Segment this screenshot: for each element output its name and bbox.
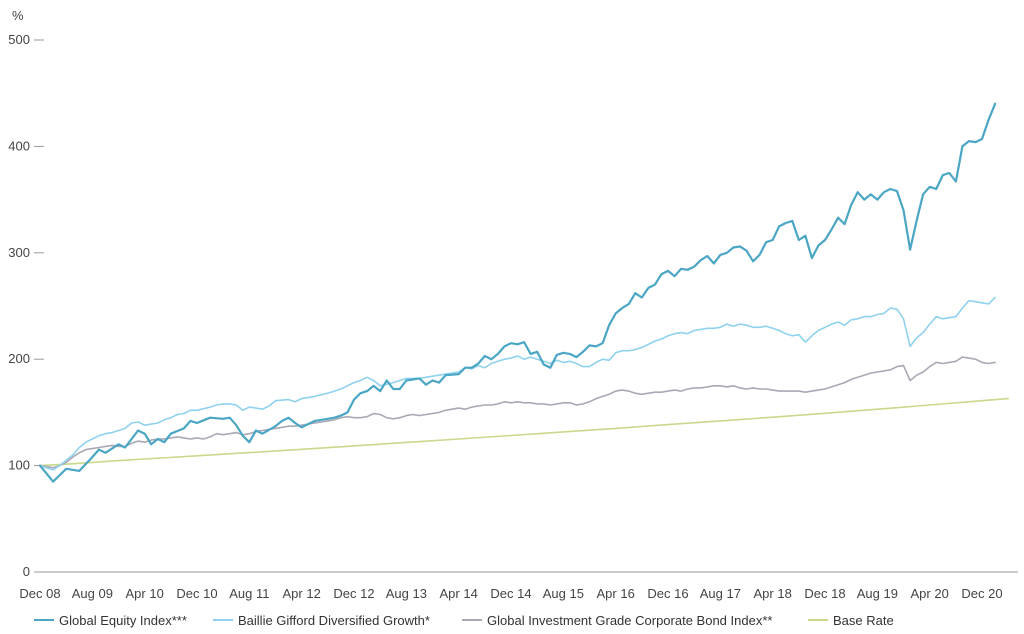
x-tick-label: Apr 18: [754, 586, 792, 601]
x-tick-label: Dec 08: [19, 586, 60, 601]
y-tick-label: 400: [8, 138, 30, 153]
series-line-0: [38, 102, 997, 483]
x-tick-label: Apr 12: [283, 586, 321, 601]
x-tick-label: Dec 14: [490, 586, 531, 601]
series-line-3: [39, 397, 1009, 467]
x-tick-label: Aug 09: [72, 586, 113, 601]
legend-label: Base Rate: [833, 613, 894, 628]
series-layer: [38, 102, 1009, 483]
y-tick-label: 500: [8, 32, 30, 47]
x-tick-label: Dec 20: [961, 586, 1002, 601]
legend-label: Global Equity Index***: [59, 613, 187, 628]
x-tick-label: Aug 15: [543, 586, 584, 601]
y-axis-unit-label: %: [12, 8, 24, 23]
legend: Global Equity Index*** Baillie Gifford Di…: [34, 613, 894, 628]
series-line-1: [39, 296, 996, 471]
x-tick-label: Apr 20: [911, 586, 949, 601]
x-tick-label: Dec 12: [333, 586, 374, 601]
x-tick-label: Apr 10: [126, 586, 164, 601]
y-tick-label: 200: [8, 351, 30, 366]
x-tick-label: Aug 13: [386, 586, 427, 601]
legend-label: Global Investment Grade Corporate Bond I…: [487, 613, 772, 628]
x-tick-label: Aug 19: [857, 586, 898, 601]
y-tick-label: 100: [8, 458, 30, 473]
x-tick-label: Dec 10: [176, 586, 217, 601]
legend-label: Baillie Gifford Diversified Growth*: [238, 613, 430, 628]
x-axis: Dec 08 Aug 09 Apr 10 Dec 10 Aug 11 Apr 12 Dec …: [19, 586, 1002, 601]
x-tick-label: Apr 14: [440, 586, 478, 601]
x-tick-label: Dec 18: [804, 586, 845, 601]
x-tick-label: Apr 16: [597, 586, 635, 601]
y-tick-label: 0: [23, 564, 30, 579]
y-axis: 0 100 200 300 400 500: [8, 32, 44, 579]
x-tick-label: Aug 11: [229, 586, 269, 601]
x-tick-label: Dec 16: [647, 586, 688, 601]
y-tick-label: 300: [8, 245, 30, 260]
x-tick-label: Aug 17: [700, 586, 741, 601]
series-line-2: [39, 356, 996, 469]
